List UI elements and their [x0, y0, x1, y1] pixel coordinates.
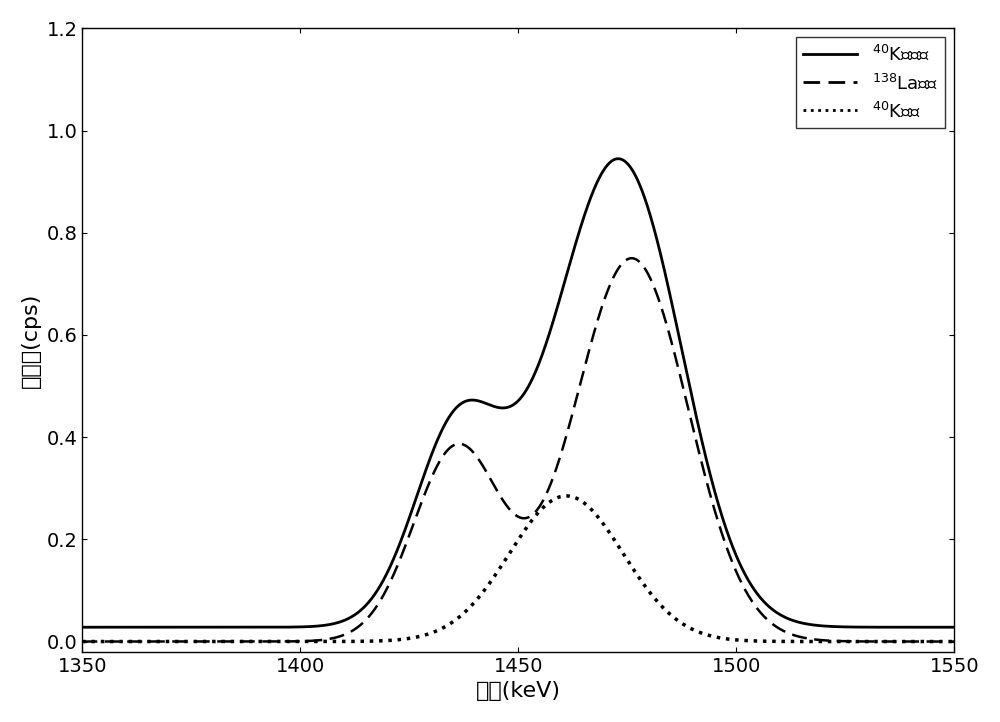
$^{138}$La拟合: [448, 440, 460, 449]
$^{40}$K拟合: [411, 632, 423, 641]
$^{138}$La拟合: [626, 254, 638, 263]
$^{138}$La拟合: [76, 638, 88, 646]
$^{40}$K拟合: [76, 638, 88, 646]
$^{40}$K拟合: [448, 617, 460, 625]
X-axis label: 能量(keV): 能量(keV): [476, 681, 561, 701]
$^{40}$K测量谱: [838, 622, 850, 631]
$^{40}$K测量谱: [176, 623, 188, 632]
Line: $^{138}$La拟合: $^{138}$La拟合: [82, 258, 954, 642]
$^{138}$La拟合: [176, 638, 188, 646]
$^{40}$K测量谱: [612, 155, 624, 163]
$^{40}$K测量谱: [227, 623, 239, 632]
Line: $^{40}$K测量谱: $^{40}$K测量谱: [82, 159, 954, 627]
Legend: $^{40}$K测量谱, $^{138}$La拟合, $^{40}$K拟合: $^{40}$K测量谱, $^{138}$La拟合, $^{40}$K拟合: [796, 38, 945, 128]
$^{138}$La拟合: [838, 637, 850, 645]
$^{138}$La拟合: [227, 638, 239, 646]
$^{40}$K拟合: [176, 638, 188, 646]
$^{138}$La拟合: [948, 638, 960, 646]
$^{40}$K拟合: [560, 492, 572, 500]
$^{40}$K测量谱: [948, 623, 960, 632]
$^{40}$K拟合: [838, 638, 850, 646]
$^{138}$La拟合: [411, 511, 423, 520]
$^{40}$K测量谱: [411, 492, 423, 501]
$^{40}$K拟合: [948, 638, 960, 646]
Line: $^{40}$K拟合: $^{40}$K拟合: [82, 496, 954, 642]
$^{40}$K测量谱: [448, 405, 460, 414]
$^{40}$K拟合: [931, 638, 943, 646]
$^{40}$K测量谱: [76, 623, 88, 632]
Y-axis label: 计数率(cps): 计数率(cps): [21, 292, 41, 388]
$^{40}$K拟合: [227, 638, 239, 646]
$^{40}$K测量谱: [931, 623, 943, 632]
$^{138}$La拟合: [931, 638, 943, 646]
